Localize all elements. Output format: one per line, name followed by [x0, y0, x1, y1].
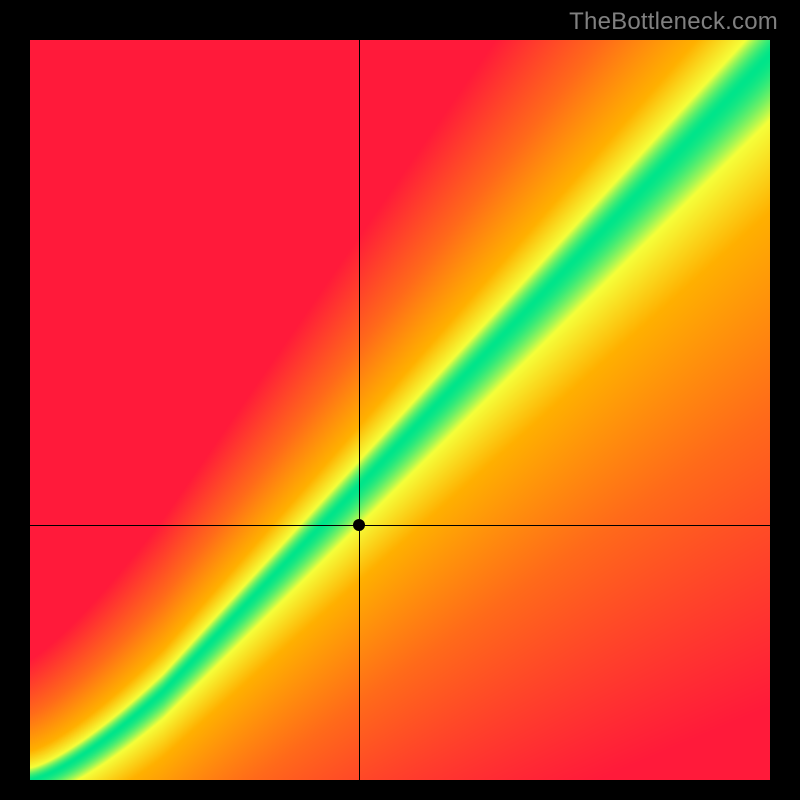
crosshair-horizontal [30, 525, 770, 526]
marker-point [353, 519, 365, 531]
watermark-text: TheBottleneck.com [569, 8, 778, 36]
heatmap-canvas [30, 40, 770, 780]
plot-area [30, 40, 770, 780]
crosshair-vertical [359, 40, 360, 780]
